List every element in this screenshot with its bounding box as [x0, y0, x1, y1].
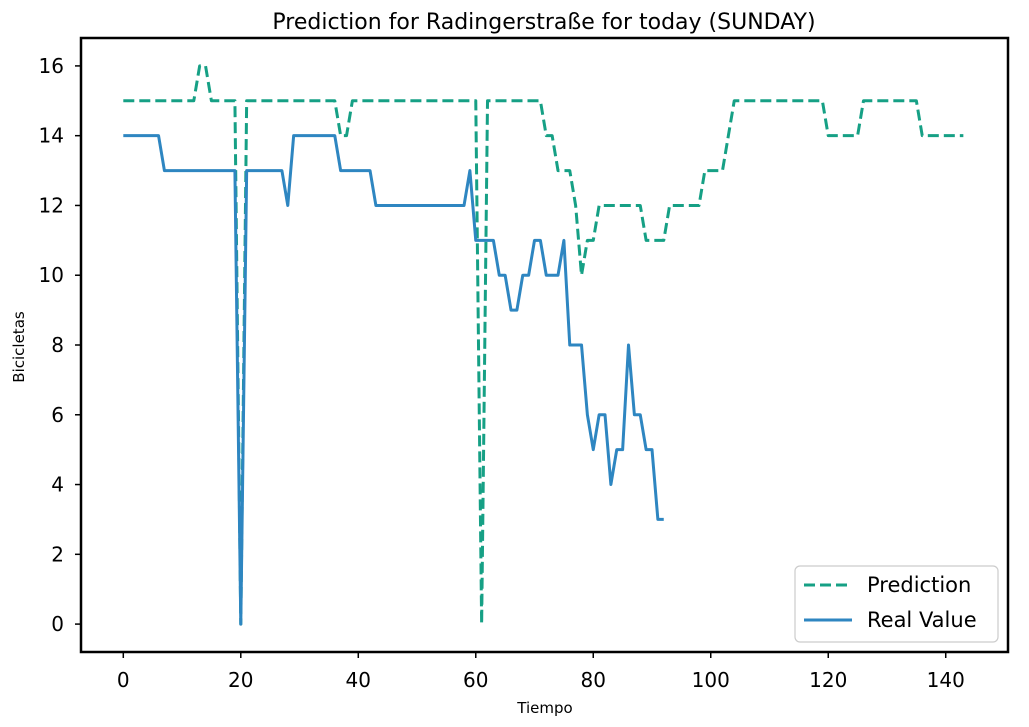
y-tick-label: 8: [51, 333, 64, 357]
y-tick-label: 16: [39, 54, 64, 78]
x-tick-label: 100: [692, 668, 730, 692]
x-tick-label: 0: [117, 668, 130, 692]
y-tick-label: 2: [51, 542, 64, 566]
x-tick-label: 60: [463, 668, 488, 692]
x-axis-label: Tiempo: [516, 699, 572, 717]
x-tick-label: 120: [809, 668, 847, 692]
y-tick-label: 14: [39, 124, 64, 148]
series-line-real-value: [123, 134, 664, 626]
y-tick-label: 12: [39, 193, 64, 217]
series-layer: [123, 64, 964, 626]
x-tick-label: 20: [228, 668, 253, 692]
legend-label-real-value: Real Value: [867, 608, 977, 632]
y-tick-label: 0: [51, 612, 64, 636]
x-tick-label: 140: [927, 668, 965, 692]
chart-title: Prediction for Radingerstraße for today …: [272, 10, 815, 35]
legend-label-prediction: Prediction: [867, 573, 971, 597]
x-tick-label: 40: [346, 668, 371, 692]
y-tick-label: 6: [51, 403, 64, 427]
series-line-prediction: [123, 64, 964, 626]
y-axis-label: Bicicletas: [10, 311, 28, 383]
legend: Prediction Real Value: [794, 565, 999, 643]
y-tick-label: 4: [51, 473, 64, 497]
axis-ticks: 0 20 40 60 80 100 120 140 0 2 4 6 8 10 12 14 16: [39, 54, 965, 692]
x-tick-label: 80: [581, 668, 606, 692]
y-tick-label: 10: [39, 263, 64, 287]
